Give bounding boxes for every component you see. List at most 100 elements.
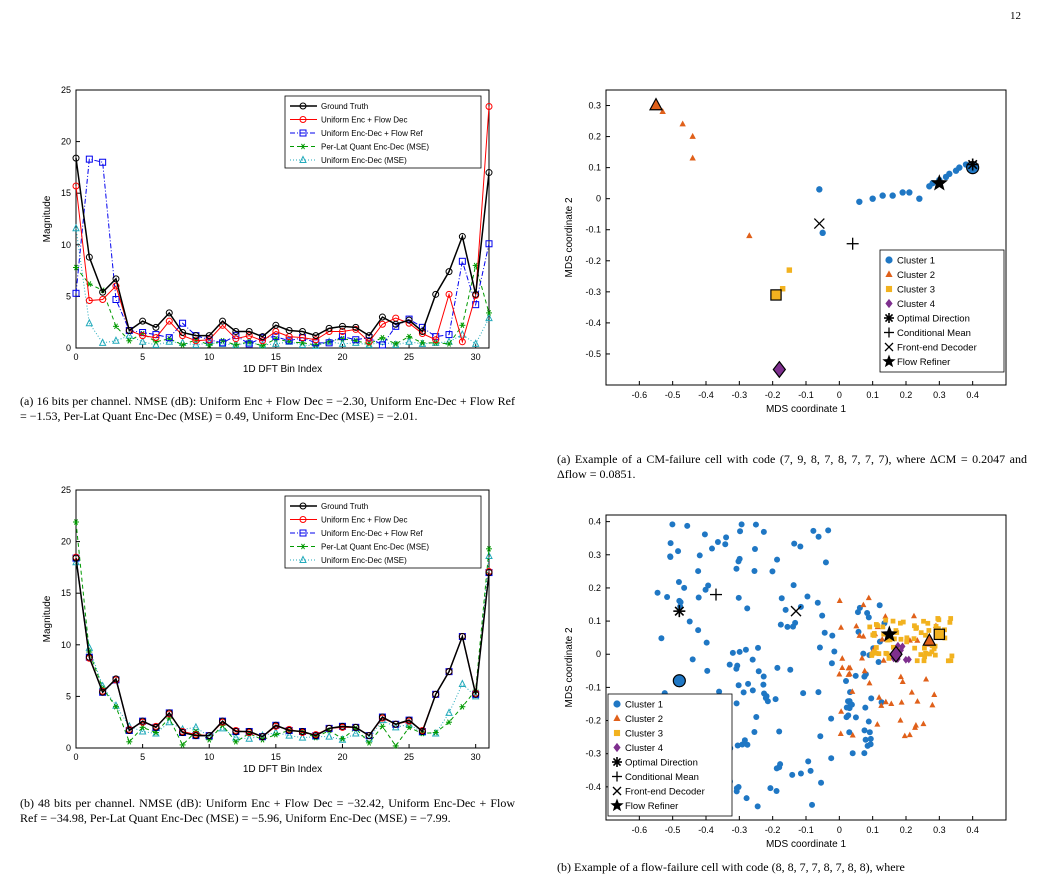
data-point: [743, 795, 750, 802]
data-point: [272, 321, 280, 329]
data-point: [312, 336, 320, 344]
data-point: [245, 327, 253, 335]
data-point: [861, 727, 868, 734]
data-point: [862, 736, 869, 743]
data-point: [232, 727, 240, 735]
data-point: [816, 644, 823, 651]
data-point: [926, 628, 932, 633]
data-point: [112, 295, 120, 303]
data-point: [432, 336, 440, 344]
y-tick-label: 15: [61, 588, 71, 598]
data-point: [949, 653, 955, 659]
data-point: [245, 332, 253, 340]
data-point: [860, 601, 867, 608]
data-point: [432, 729, 439, 736]
data-point: [85, 653, 93, 661]
data-point: [352, 323, 360, 331]
data-point: [948, 658, 954, 664]
data-point: [714, 538, 721, 545]
data-point: [797, 543, 804, 550]
data-point: [85, 297, 93, 305]
data-point: [152, 728, 160, 737]
data-point: [746, 232, 753, 239]
data-point: [764, 698, 771, 705]
data-point: [723, 534, 730, 541]
y-tick-label: -0.1: [585, 682, 601, 692]
data-point: [138, 726, 147, 735]
data-point: [99, 688, 107, 696]
series-line: [75, 558, 490, 738]
data-point: [205, 336, 213, 344]
y-tick-label: 0.1: [588, 616, 601, 626]
data-point: [125, 326, 133, 334]
data-point: [897, 620, 903, 626]
x-tick-label: 0: [837, 390, 842, 400]
data-point: [884, 651, 890, 657]
data-point: [485, 103, 493, 111]
data-point: [259, 733, 267, 741]
cluster-center: [648, 97, 664, 111]
data-point: [888, 700, 895, 706]
data-point: [311, 732, 320, 740]
data-point: [865, 594, 872, 601]
data-point: [695, 568, 702, 575]
data-point: [85, 253, 93, 261]
data-point: [419, 339, 426, 346]
data-point: [923, 676, 930, 682]
data-point: [85, 318, 94, 327]
data-point: [819, 612, 826, 619]
x-tick-label: 0.2: [900, 390, 913, 400]
data-point: [298, 733, 307, 741]
y-tick-label: -0.3: [585, 749, 601, 759]
plot-frame: [75, 489, 490, 749]
y-tick-label: -0.4: [585, 318, 601, 328]
data-point: [805, 758, 812, 765]
data-point: [779, 286, 786, 292]
data-point: [897, 646, 904, 655]
data-point: [856, 198, 863, 205]
data-point: [898, 699, 905, 705]
x-tick-label: 5: [140, 352, 145, 362]
data-point: [392, 341, 399, 347]
caption-left-b: (b) 48 bits per channel. NMSE (dB): Unif…: [20, 796, 515, 825]
data-point: [152, 334, 160, 342]
y-axis-label: Magnitude: [42, 595, 53, 642]
data-point: [285, 326, 293, 334]
data-point: [860, 650, 867, 657]
x-tick-label: 0.4: [966, 825, 979, 835]
data-point: [789, 771, 796, 778]
data-point: [165, 709, 173, 717]
data-point: [904, 639, 910, 645]
x-tick-label: 25: [404, 352, 414, 362]
y-tick-label: 10: [61, 640, 71, 650]
legend-marker: [885, 298, 893, 309]
data-point: [900, 619, 906, 625]
data-point: [852, 714, 859, 721]
cluster-center: [770, 289, 782, 301]
data-point: [819, 229, 826, 237]
data-point: [745, 680, 752, 687]
series-line: [75, 557, 490, 738]
data-point: [920, 720, 927, 727]
data-point: [152, 323, 160, 331]
data-point: [245, 734, 254, 742]
data-point: [459, 703, 466, 710]
data-point: [458, 338, 466, 346]
data-point: [722, 541, 729, 548]
data-point: [192, 340, 200, 348]
data-point: [338, 322, 346, 330]
optimal-direction-marker: [966, 158, 979, 171]
data-point: [854, 609, 861, 616]
data-point: [677, 599, 684, 606]
data-point: [777, 621, 784, 628]
data-point: [918, 652, 924, 657]
legend-marker: [299, 555, 307, 563]
legend-marker: [884, 313, 894, 323]
legend-marker: [299, 129, 307, 137]
data-point: [312, 332, 320, 340]
data-point: [98, 338, 107, 346]
data-point: [861, 667, 868, 674]
data-point: [923, 650, 928, 656]
legend-label: Uniform Enc-Dec + Flow Ref: [321, 529, 423, 538]
data-point: [773, 765, 780, 772]
